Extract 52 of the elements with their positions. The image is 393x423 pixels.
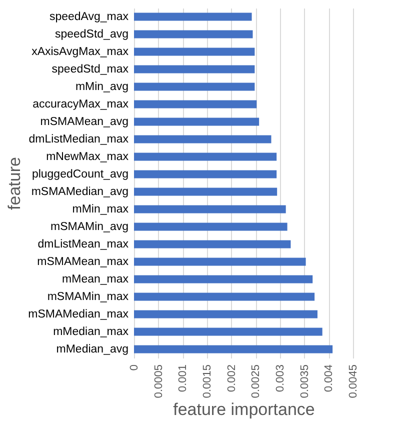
y-tick-label: mSMAMean_avg bbox=[40, 116, 128, 128]
bar bbox=[134, 152, 277, 161]
y-tick-label: dmListMean_max bbox=[38, 238, 129, 250]
bar bbox=[134, 30, 253, 38]
x-tick-label: 0 bbox=[128, 364, 140, 371]
y-tick-label: xAxisAvgMax_max bbox=[32, 46, 129, 58]
y-tick-label: speedStd_avg bbox=[54, 28, 128, 40]
bar bbox=[134, 48, 255, 56]
x-tick-label: 0.0045 bbox=[348, 364, 360, 398]
x-tick-label: 0.0035 bbox=[298, 364, 311, 398]
bar bbox=[134, 205, 286, 214]
y-axis-title: feature bbox=[5, 157, 24, 210]
y-tick-label: dmListMedian_max bbox=[28, 133, 129, 146]
y-tick-label: accuracyMax_max bbox=[32, 98, 129, 110]
y-tick-label: speedStd_max bbox=[52, 63, 129, 76]
y-tick-label: mSMAMedian_max bbox=[28, 308, 129, 320]
bar bbox=[134, 275, 313, 284]
bar bbox=[134, 310, 318, 318]
x-tick-label: 0.0025 bbox=[250, 364, 262, 398]
y-tick-label: mSMAMean_max bbox=[37, 256, 129, 268]
bar bbox=[134, 258, 306, 266]
y-tick-label: speedAvg_max bbox=[49, 10, 129, 23]
y-tick-label: mSMAMedian_avg bbox=[31, 186, 128, 198]
bar bbox=[134, 82, 255, 91]
x-tick-label: 0.002 bbox=[226, 364, 238, 392]
y-tick-label: mMin_max bbox=[72, 203, 129, 216]
y-tick-label: mSMAMin_avg bbox=[50, 220, 128, 233]
bar bbox=[134, 135, 272, 144]
bar bbox=[134, 12, 252, 21]
y-tick-label: mMedian_avg bbox=[56, 343, 128, 356]
bar bbox=[134, 345, 333, 354]
x-tick-label: 0.0005 bbox=[152, 364, 165, 398]
x-tick-label: 0.003 bbox=[274, 364, 286, 392]
bar bbox=[134, 170, 277, 178]
y-tick-label: mSMAMin_max bbox=[47, 290, 129, 303]
x-tick-label: 0.001 bbox=[177, 364, 190, 392]
y-tick-label: mNewMax_max bbox=[46, 150, 129, 163]
bar bbox=[134, 100, 257, 108]
x-axis-title: feature importance bbox=[173, 400, 315, 420]
bar bbox=[134, 118, 260, 126]
bar bbox=[134, 188, 278, 196]
bar bbox=[134, 222, 288, 231]
x-tick-label: 0.0015 bbox=[202, 364, 214, 398]
x-tick-label: 0.004 bbox=[323, 364, 336, 392]
bar bbox=[134, 65, 255, 74]
y-tick-label: mMean_max bbox=[62, 273, 129, 286]
bar bbox=[134, 240, 291, 248]
bar bbox=[134, 328, 322, 336]
y-tick-label: mMedian_max bbox=[53, 326, 129, 338]
bar bbox=[134, 292, 315, 301]
y-tick-label: mMin_avg bbox=[75, 80, 128, 93]
y-tick-label: pluggedCount_avg bbox=[32, 168, 128, 180]
